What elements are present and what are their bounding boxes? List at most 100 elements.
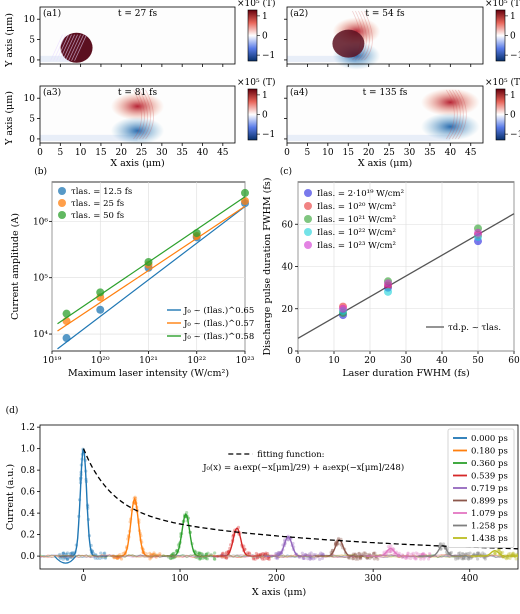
legend-label: Ilas. = 2·10¹⁹ W/cm² (317, 189, 404, 199)
panel-frame (286, 85, 484, 144)
noise-point (306, 557, 310, 561)
legend-label: Ilas. = 10²² W/cm² (317, 228, 396, 238)
noise-point (220, 552, 225, 556)
noise-point (158, 552, 162, 556)
noise-point (303, 552, 307, 557)
noise-point (254, 551, 258, 556)
x-tick-label: 25 (383, 148, 395, 158)
wavefront-arc (445, 89, 455, 140)
field-blue-lobe (110, 116, 165, 145)
x-tick-label: 10²² (187, 356, 206, 366)
colorbar (247, 9, 258, 62)
legend-marker (304, 215, 312, 223)
field-red-lobe (420, 88, 480, 117)
noise-point (517, 557, 518, 561)
x-axis-label: Maximum laser intensity (W/cm²) (68, 368, 229, 379)
noise-point (461, 557, 465, 561)
noise-point (66, 557, 70, 561)
field-band (287, 134, 451, 141)
noise-point (404, 556, 408, 560)
laser-pulse-blob (60, 32, 93, 63)
noise-point (318, 557, 322, 561)
panel-c-duration-vs-duration: 0 10 20 30 40 50 60 0 20 40 60 Ilas. = 2·10¹⁹ W/cm²… (262, 166, 520, 379)
noise-point (204, 556, 208, 561)
noise-point (449, 550, 453, 555)
noise-point (201, 556, 205, 560)
noise-point (252, 556, 256, 560)
noise-point (421, 552, 425, 556)
noise-point (351, 556, 355, 560)
noise-point (508, 551, 512, 556)
plot-frame (39, 424, 519, 570)
panel-frame (286, 6, 484, 65)
noise-point (497, 548, 501, 552)
noise-point (266, 552, 270, 556)
noise-point (98, 556, 102, 560)
noise-point (376, 557, 380, 561)
x-tick-label: 15 (95, 148, 107, 158)
colorbar-label: ×10⁵ (T) (237, 77, 276, 88)
noise-point (426, 557, 431, 561)
noise-point (224, 550, 229, 554)
noise-point (102, 552, 106, 556)
noise-point (475, 551, 480, 555)
panel-label: (b) (34, 166, 47, 177)
noise-point (466, 551, 470, 556)
noise-point (275, 556, 280, 561)
y-tick-label: 0 (29, 56, 35, 66)
legend-label: 0.719 ps (471, 484, 508, 494)
noise-point (65, 552, 69, 556)
noise-point (100, 556, 105, 560)
panel-time-title: t = 81 fs (118, 88, 158, 98)
noise-point (462, 556, 466, 560)
negative-dip (54, 555, 77, 564)
baseline-trace (40, 554, 516, 559)
panel-label: (a2) (290, 8, 308, 19)
x-tick-label: 10²⁰ (91, 356, 110, 366)
noise-point (213, 557, 217, 561)
noise-point (204, 552, 209, 556)
noise-point (416, 552, 420, 556)
x-tick-label: 400 (461, 574, 478, 584)
x-tick-label: 10¹⁹ (43, 356, 62, 366)
x-axis-label: X axis (μm) (358, 158, 412, 169)
noise-point (493, 551, 497, 555)
noise-point (265, 556, 269, 560)
noise-point (274, 556, 278, 560)
noise-point (351, 557, 355, 561)
legend-label: 0.180 ps (471, 447, 508, 457)
y-tick-label: 0.8 (21, 466, 36, 476)
noise-point (413, 557, 417, 561)
colorbar-label: ×10⁵ (T) (485, 77, 520, 88)
x-tick-label: 60 (508, 356, 520, 366)
noise-point (372, 551, 376, 555)
legend-label: τlas. = 50 fs (71, 211, 124, 221)
y-axis-label-bottom: Y axis (μm) (4, 91, 15, 146)
panel-background (287, 7, 483, 64)
panel-label: (a4) (290, 87, 308, 98)
noise-point (198, 551, 202, 555)
colorbar-tick-label: 1 (510, 91, 516, 101)
noise-point (170, 556, 174, 560)
noise-point (456, 557, 460, 561)
noise-point (414, 551, 418, 555)
field-panel-2: (a2) t = 54 fs 1 0 −1 ×10⁵ (T) (284, 0, 520, 70)
pulse-stripe (56, 34, 69, 61)
y-tick-label: 10 (24, 94, 36, 104)
noise-point (438, 542, 442, 547)
noise-point (61, 552, 65, 556)
noise-point (152, 552, 156, 557)
fit-formula: J₀(x) = a₁exp(−x[μm]/29) + a₂exp(−x[μm]/… (202, 462, 404, 473)
wavefront-arc (457, 89, 467, 140)
x-tick-label: 10²³ (236, 356, 255, 366)
noise-point (63, 552, 67, 556)
noise-point (477, 551, 481, 555)
noise-point (199, 556, 203, 560)
noise-point (336, 536, 341, 541)
noise-point (357, 551, 361, 555)
x-tick-label: 10 (328, 356, 340, 366)
peak-curve (470, 549, 518, 557)
noise-point (95, 556, 100, 561)
wavefront-arc (139, 89, 148, 140)
